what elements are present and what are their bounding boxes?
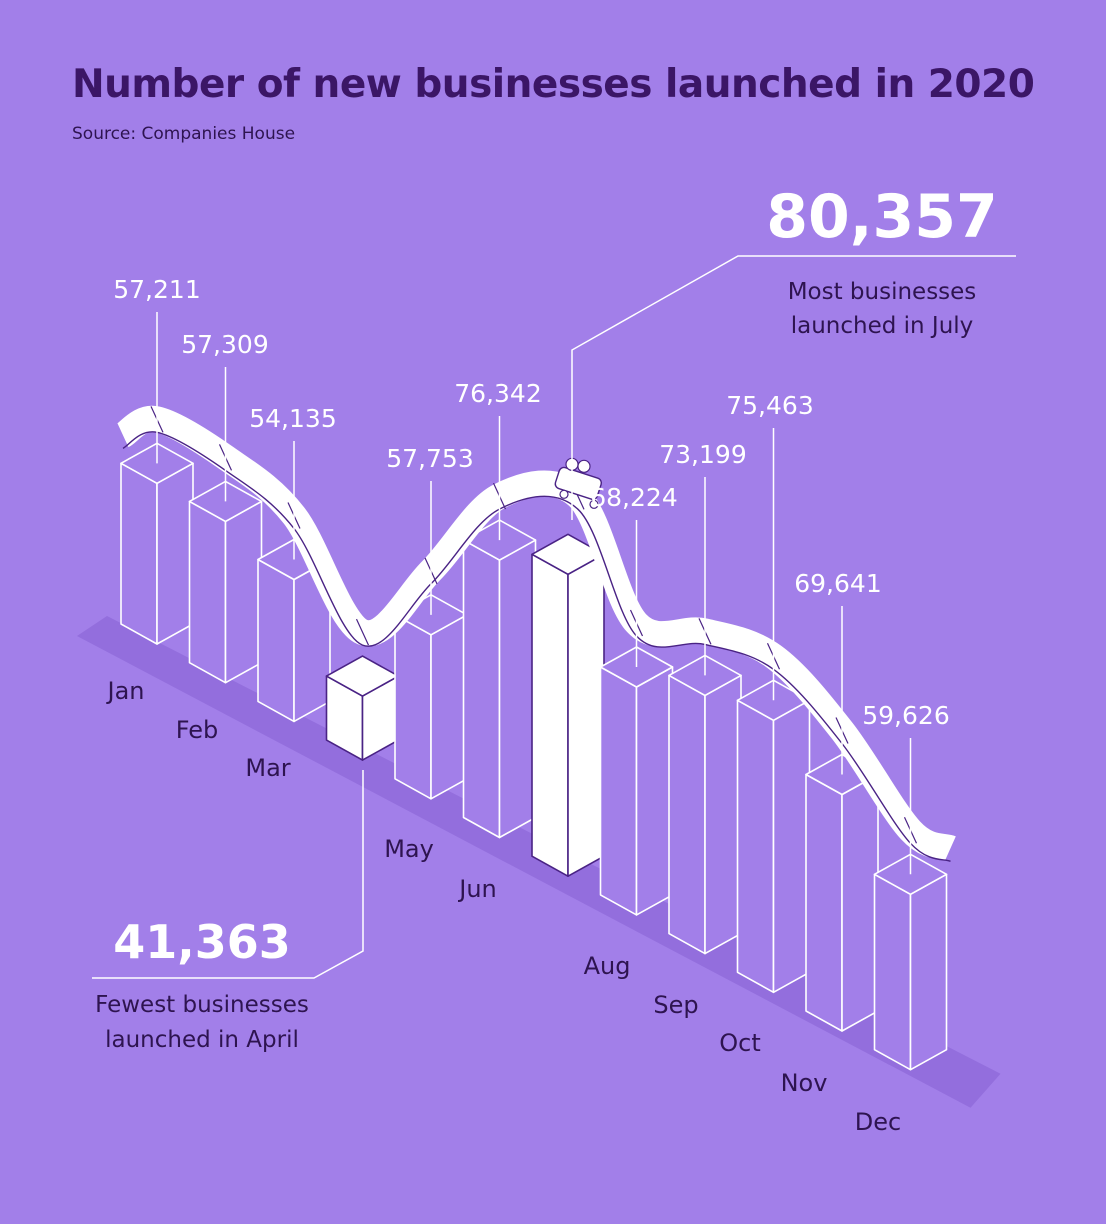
month-label-dec: Dec	[855, 1108, 901, 1136]
min-callout-line	[92, 770, 364, 979]
value-label-jun: 76,342	[454, 379, 541, 408]
bar-feb	[188, 480, 263, 684]
month-label-mar: Mar	[245, 754, 290, 782]
chart-source: Source: Companies House	[72, 124, 296, 144]
leader-lines	[92, 255, 1016, 979]
labels: 57,211 57,309 54,135 57,753 76,342 68,224 73,1…	[95, 182, 998, 1136]
bar-dec	[873, 853, 948, 1071]
value-label-feb: 57,309	[181, 330, 268, 359]
month-label-jun: Jun	[457, 875, 497, 903]
value-label-dec: 59,626	[862, 701, 949, 730]
bar-jan	[120, 442, 194, 645]
track-surface	[115, 405, 956, 861]
bar-oct	[736, 679, 811, 994]
month-label-jan: Jan	[106, 677, 145, 705]
value-label-aug: 68,224	[590, 483, 677, 512]
bar-apr	[325, 655, 400, 761]
month-label-may: May	[384, 835, 434, 863]
min-note-line2: launched in April	[105, 1027, 299, 1053]
value-label-may: 57,753	[386, 444, 473, 473]
track-tie	[355, 618, 370, 646]
max-note-line2: launched in July	[791, 313, 974, 339]
bar-nov	[805, 753, 879, 1032]
bar-may	[394, 593, 468, 800]
max-callout-line	[571, 255, 1016, 520]
month-label-aug: Aug	[584, 952, 631, 980]
value-label-oct: 75,463	[726, 391, 813, 420]
month-label-sep: Sep	[653, 991, 698, 1019]
value-label-nov: 69,641	[794, 569, 881, 598]
track-edge	[122, 431, 951, 862]
max-value: 80,357	[766, 182, 998, 252]
value-label-jan: 57,211	[113, 275, 200, 304]
month-label-feb: Feb	[176, 716, 219, 744]
chart-title: Number of new businesses launched in 202…	[72, 62, 1035, 107]
month-label-oct: Oct	[719, 1029, 761, 1057]
bar-sep	[668, 654, 742, 955]
bar-mar	[257, 538, 331, 723]
month-label-nov: Nov	[781, 1069, 828, 1097]
min-note-line1: Fewest businesses	[95, 992, 309, 1018]
bar-aug	[599, 646, 674, 916]
max-note-line1: Most businesses	[788, 279, 977, 305]
bar-jul	[531, 533, 605, 878]
value-label-sep: 73,199	[659, 440, 746, 469]
coaster-cart-icon	[554, 457, 603, 509]
value-label-mar: 54,135	[249, 404, 336, 433]
bar-jun	[462, 519, 537, 839]
min-value: 41,363	[113, 915, 291, 969]
